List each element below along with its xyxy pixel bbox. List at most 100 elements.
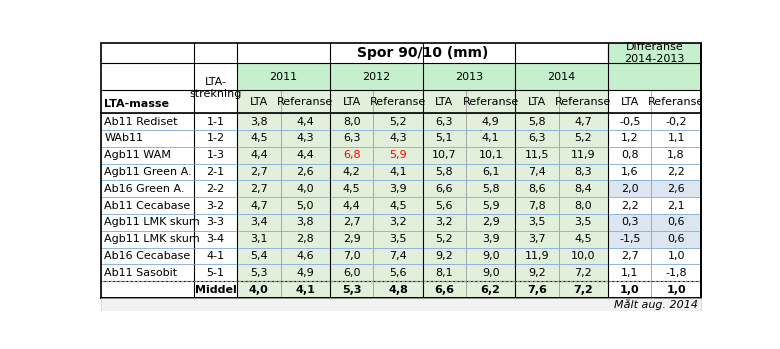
Text: 5,9: 5,9 bbox=[389, 150, 406, 160]
Bar bbox=[330, 264, 374, 281]
Bar bbox=[101, 264, 194, 281]
Text: 8,3: 8,3 bbox=[575, 167, 592, 177]
Bar bbox=[608, 43, 700, 63]
Bar bbox=[608, 43, 700, 63]
Bar bbox=[608, 90, 651, 113]
Bar bbox=[608, 164, 651, 180]
Bar bbox=[237, 247, 281, 264]
Bar bbox=[516, 130, 558, 147]
Bar bbox=[101, 231, 194, 247]
Text: 5,1: 5,1 bbox=[435, 133, 453, 143]
Text: LTA: LTA bbox=[250, 97, 268, 106]
Bar bbox=[608, 264, 651, 281]
Text: 7,4: 7,4 bbox=[389, 251, 407, 261]
Bar bbox=[558, 281, 608, 298]
Bar bbox=[516, 113, 558, 130]
Text: 4,1: 4,1 bbox=[482, 133, 499, 143]
Bar bbox=[651, 147, 700, 164]
Bar bbox=[651, 214, 700, 231]
Bar bbox=[281, 130, 330, 147]
Bar bbox=[423, 113, 466, 130]
Text: 4,5: 4,5 bbox=[575, 234, 592, 244]
Bar bbox=[237, 63, 330, 90]
Bar bbox=[651, 164, 700, 180]
Bar bbox=[281, 264, 330, 281]
Bar bbox=[194, 264, 237, 281]
Bar bbox=[466, 197, 516, 214]
Text: 4,0: 4,0 bbox=[249, 284, 269, 295]
Bar bbox=[237, 264, 281, 281]
Text: 7,4: 7,4 bbox=[528, 167, 546, 177]
Bar bbox=[608, 214, 651, 231]
Bar bbox=[608, 231, 651, 247]
Bar bbox=[516, 164, 558, 180]
Bar bbox=[423, 63, 516, 90]
Text: 5,0: 5,0 bbox=[296, 201, 314, 210]
Text: 3,9: 3,9 bbox=[389, 184, 406, 194]
Bar bbox=[374, 130, 423, 147]
Text: 5,6: 5,6 bbox=[435, 201, 453, 210]
Text: 4,3: 4,3 bbox=[389, 133, 406, 143]
Bar bbox=[608, 197, 651, 214]
Bar bbox=[423, 197, 466, 214]
Bar bbox=[374, 90, 423, 113]
Bar bbox=[651, 113, 700, 130]
Bar bbox=[101, 130, 194, 147]
Bar bbox=[466, 247, 516, 264]
Bar bbox=[651, 298, 700, 311]
Text: Referanse: Referanse bbox=[648, 97, 704, 106]
Bar bbox=[466, 147, 516, 164]
Bar bbox=[608, 113, 651, 130]
Bar bbox=[194, 63, 237, 113]
Text: 6,3: 6,3 bbox=[528, 133, 546, 143]
Bar bbox=[466, 214, 516, 231]
Bar bbox=[608, 264, 651, 281]
Bar bbox=[516, 214, 558, 231]
Text: Målt aug. 2014: Målt aug. 2014 bbox=[615, 298, 698, 310]
Bar bbox=[194, 147, 237, 164]
Bar bbox=[374, 247, 423, 264]
Bar bbox=[516, 298, 558, 311]
Bar bbox=[237, 90, 281, 113]
Bar bbox=[651, 180, 700, 197]
Bar bbox=[101, 43, 237, 63]
Text: 3-2: 3-2 bbox=[207, 201, 225, 210]
Bar bbox=[466, 214, 516, 231]
Text: 3,5: 3,5 bbox=[575, 217, 592, 227]
Bar bbox=[101, 298, 194, 311]
Bar bbox=[330, 281, 374, 298]
Bar bbox=[374, 113, 423, 130]
Bar bbox=[101, 90, 194, 113]
Text: 2012: 2012 bbox=[362, 72, 391, 82]
Bar bbox=[374, 264, 423, 281]
Bar bbox=[194, 164, 237, 180]
Bar bbox=[516, 214, 558, 231]
Bar bbox=[608, 281, 651, 298]
Bar bbox=[194, 180, 237, 197]
Bar bbox=[423, 264, 466, 281]
Bar bbox=[466, 281, 516, 298]
Bar bbox=[194, 247, 237, 264]
Bar bbox=[651, 164, 700, 180]
Text: LTA: LTA bbox=[342, 97, 360, 106]
Bar bbox=[374, 197, 423, 214]
Bar bbox=[651, 90, 700, 113]
Text: 5-1: 5-1 bbox=[207, 268, 225, 278]
Text: 1,1: 1,1 bbox=[621, 268, 639, 278]
Text: 4,4: 4,4 bbox=[250, 150, 268, 160]
Bar bbox=[237, 147, 281, 164]
Bar bbox=[374, 214, 423, 231]
Bar bbox=[330, 63, 423, 90]
Text: LTA-masse: LTA-masse bbox=[105, 99, 169, 109]
Text: 2,7: 2,7 bbox=[250, 184, 268, 194]
Bar bbox=[330, 180, 374, 197]
Bar bbox=[101, 214, 194, 231]
Text: 3,5: 3,5 bbox=[389, 234, 406, 244]
Bar bbox=[608, 180, 651, 197]
Bar bbox=[330, 130, 374, 147]
Text: WAb11: WAb11 bbox=[105, 133, 144, 143]
Text: 4,4: 4,4 bbox=[296, 150, 314, 160]
Bar bbox=[101, 113, 194, 130]
Bar bbox=[466, 180, 516, 197]
Bar bbox=[608, 214, 651, 231]
